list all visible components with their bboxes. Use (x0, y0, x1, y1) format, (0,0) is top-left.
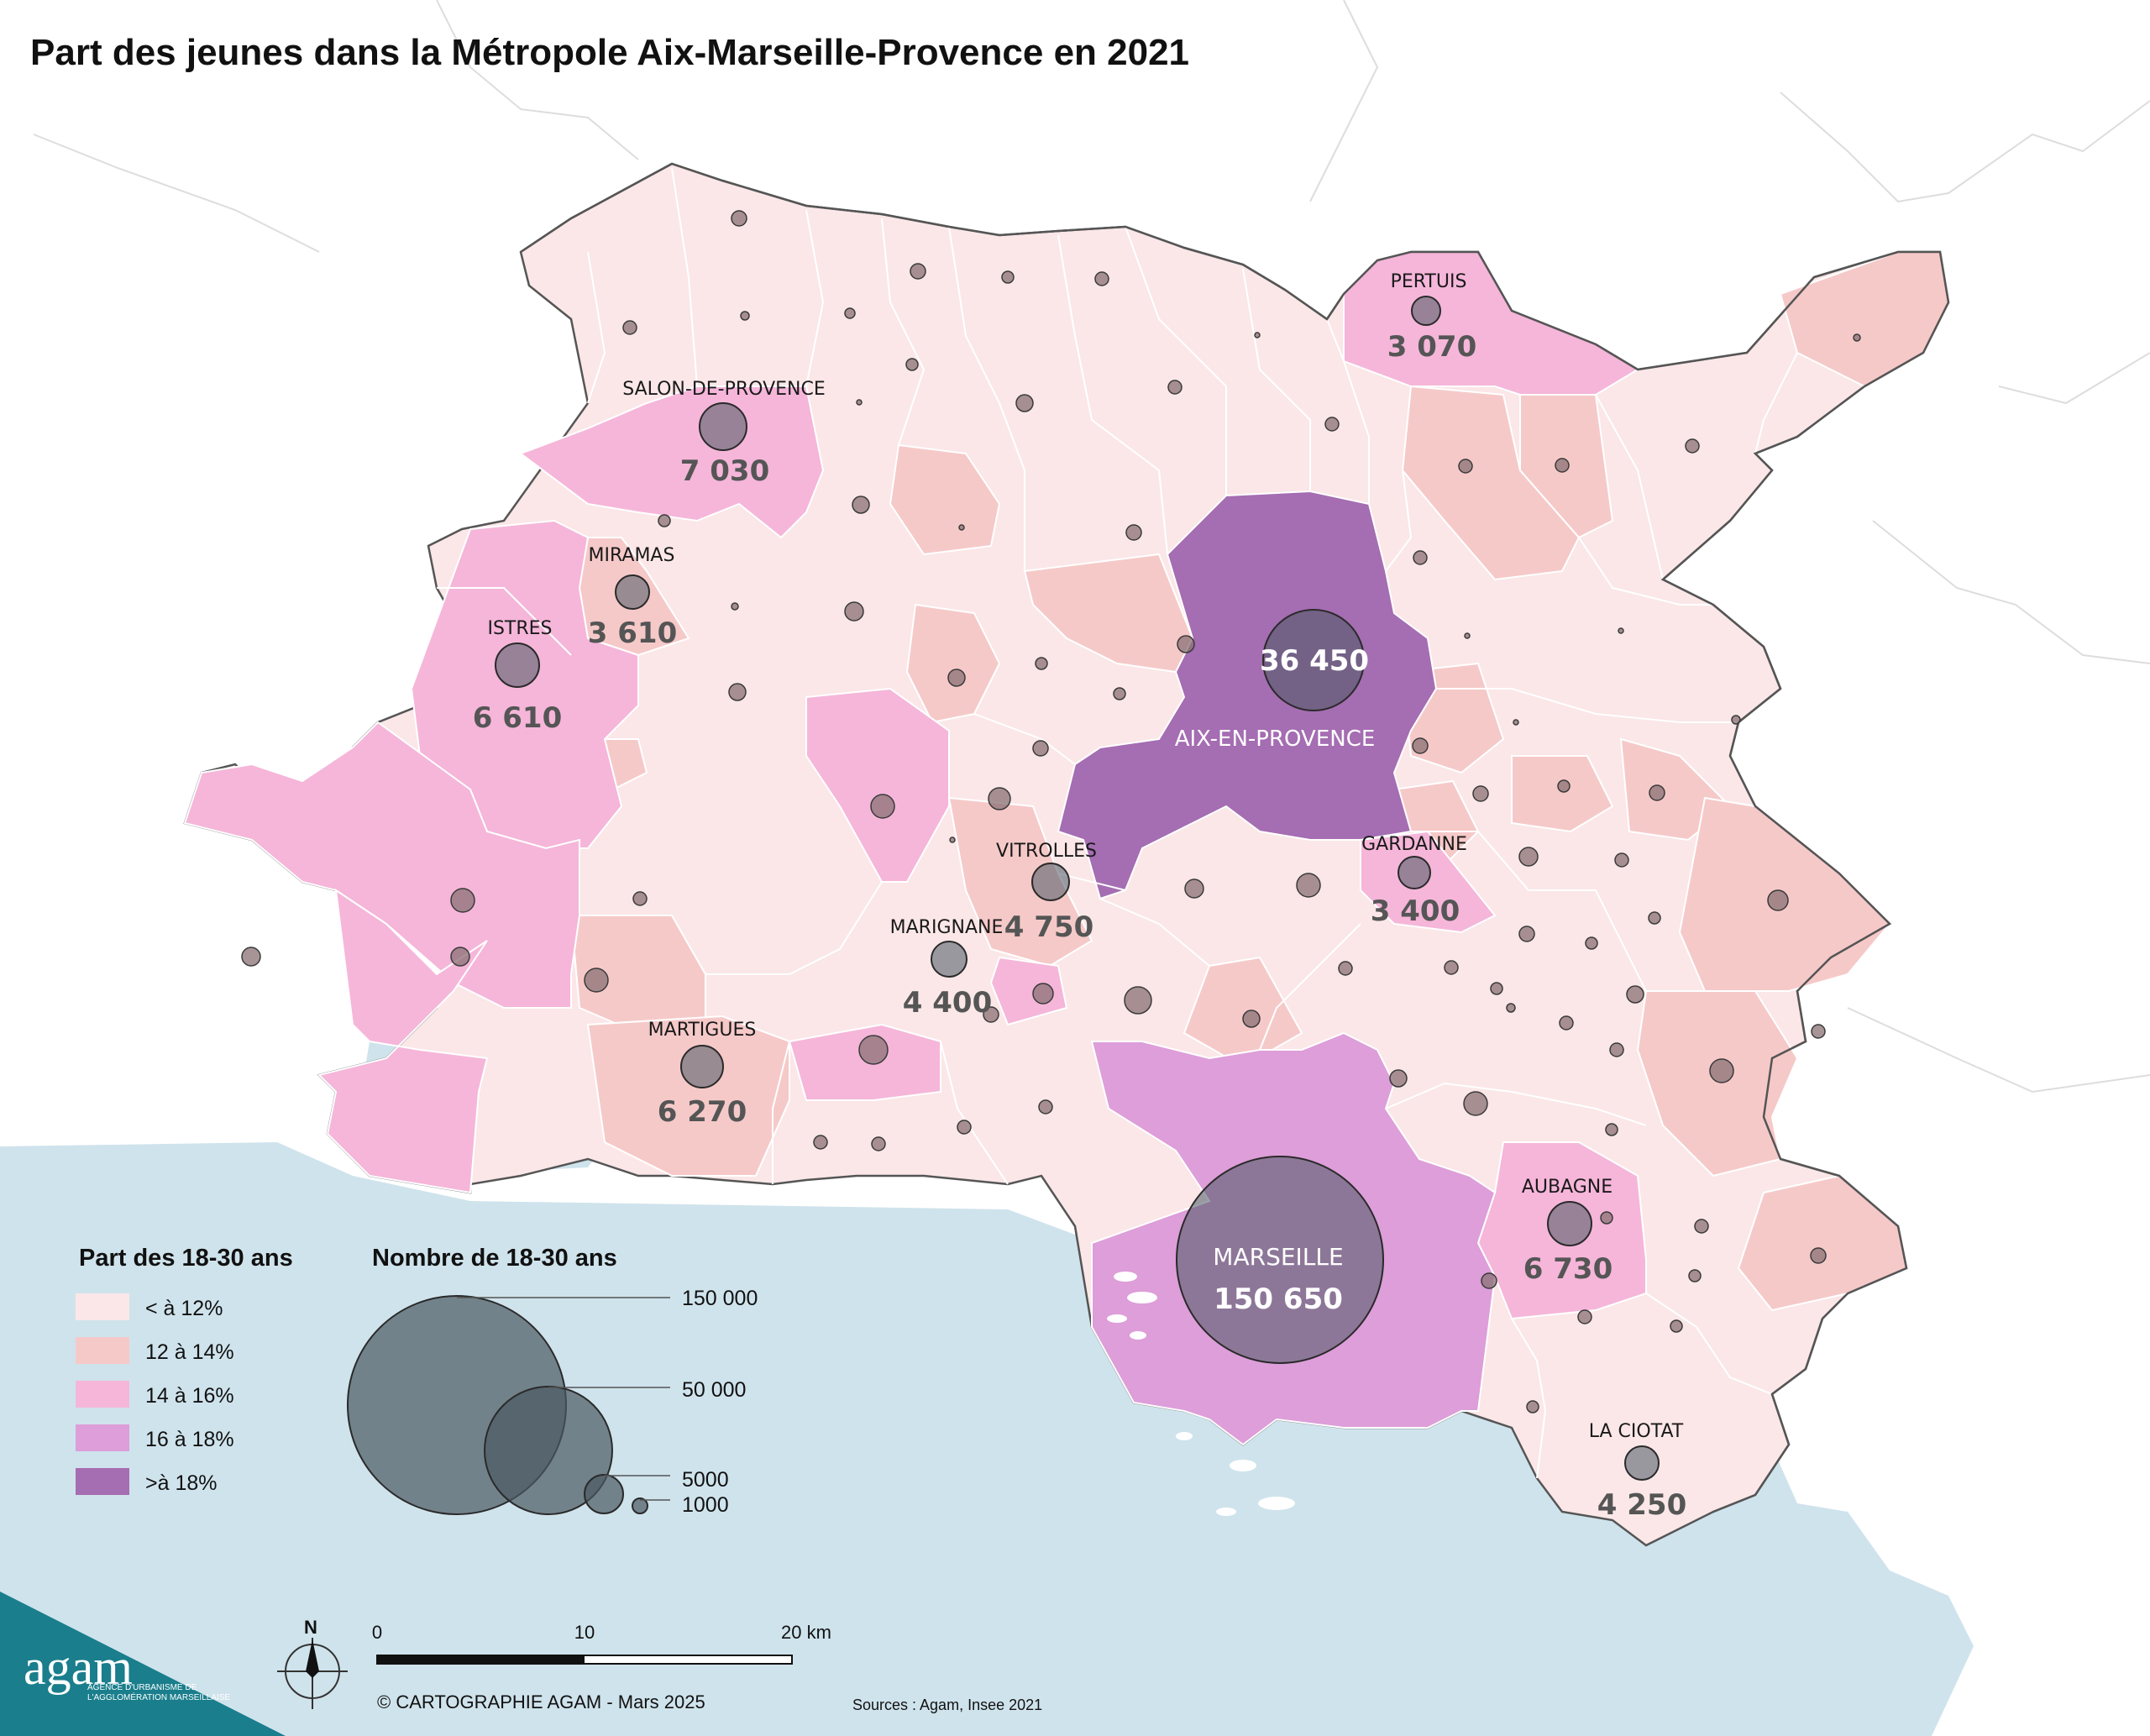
legend-label: < à 12% (145, 1297, 223, 1320)
city-labels: PERTUIS 3 070 SALON-DE-PROVENCE 7 030 MI… (473, 271, 1686, 1522)
city-name: VITROLLES (996, 841, 1097, 862)
commune-bubbles (241, 210, 1861, 1413)
legend-count-label: 50 000 (682, 1378, 746, 1402)
scale-bar: 0 10 20 km (372, 1622, 831, 1665)
city-name: AUBAGNE (1522, 1177, 1612, 1198)
legend-count-label: 150 000 (682, 1287, 758, 1310)
legend-bubble-5000 (584, 1474, 624, 1514)
logo-name: agam (24, 1639, 133, 1695)
north-arrow: N (277, 1617, 348, 1709)
city-value: 4 250 (1597, 1488, 1686, 1522)
city-name: LA CIOTAT (1589, 1421, 1684, 1442)
city-value: 150 650 (1214, 1282, 1343, 1316)
city-value: 6 730 (1523, 1252, 1612, 1286)
city-name: GARDANNE (1361, 834, 1467, 855)
scale-tick: 0 (372, 1622, 382, 1643)
city-value: 7 030 (680, 454, 769, 488)
north-label: N (304, 1617, 317, 1638)
legend-count: Nombre de 18-30 ans 150 000 50 000 5000 … (347, 1245, 758, 1517)
city-value: 3 070 (1387, 330, 1476, 364)
city-value: 4 750 (1004, 910, 1093, 944)
legend-count-label: 1000 (682, 1493, 729, 1517)
legend-share: Part des 18-30 ans < à 12% 12 à 14% 14 à… (76, 1245, 293, 1495)
commune-boundaries (437, 167, 1798, 1479)
legend-label: 16 à 18% (145, 1428, 234, 1451)
city-value: 6 610 (473, 701, 562, 735)
city-name: MARSEILLE (1213, 1243, 1343, 1271)
legend-swatch-16-18 (76, 1424, 129, 1451)
legend-bubble-1000 (632, 1497, 648, 1514)
city-value: 3 610 (588, 616, 677, 650)
metropole-outline (520, 162, 1950, 1513)
logo-line1: AGENCE D'URBANISME DE (87, 1683, 197, 1692)
class-gt18 (1057, 490, 1438, 900)
agam-logo: agam AGENCE D'URBANISME DE L'AGGLOMÉRATI… (0, 1592, 286, 1736)
sources: Sources : Agam, Insee 2021 (852, 1697, 1042, 1713)
legend-label: 12 à 14% (145, 1340, 234, 1364)
city-name: ISTRES (487, 618, 552, 639)
page-title: Part des jeunes dans la Métropole Aix-Ma… (30, 32, 1190, 73)
city-name: MIRAMAS (589, 545, 675, 566)
scale-tick: 20 km (781, 1622, 831, 1643)
city-name: MARTIGUES (648, 1020, 757, 1041)
city-value: 36 450 (1260, 644, 1369, 678)
city-bubbles (495, 296, 1660, 1481)
legend-share-title: Part des 18-30 ans (79, 1245, 293, 1272)
city-name: MARIGNANE (890, 917, 1004, 938)
logo-line2: L'AGGLOMÉRATION MARSEILLAISE (87, 1691, 230, 1702)
credit: © CARTOGRAPHIE AGAM - Mars 2025 (377, 1691, 705, 1712)
scale-tick: 10 (574, 1622, 595, 1643)
city-value: 4 400 (903, 986, 992, 1020)
legend-count-label: 5000 (682, 1468, 729, 1492)
city-name: PERTUIS (1391, 271, 1467, 292)
islands (1107, 1272, 1295, 1516)
legend-label: 14 à 16% (145, 1384, 234, 1408)
city-value: 3 400 (1371, 894, 1460, 928)
city-name: AIX-EN-PROVENCE (1175, 726, 1376, 752)
legend-label: >à 18% (145, 1471, 218, 1495)
legend-swatch-12-14 (76, 1337, 129, 1364)
city-name: SALON-DE-PROVENCE (622, 379, 826, 400)
legend-swatch-lt12 (76, 1293, 129, 1320)
outer-boundaries (33, 0, 2150, 1094)
legend-swatch-14-16 (76, 1381, 129, 1408)
city-value: 6 270 (658, 1095, 747, 1129)
legend-count-title: Nombre de 18-30 ans (372, 1245, 617, 1272)
legend-swatch-gt18 (76, 1468, 129, 1495)
class-14-16 (183, 251, 1647, 1320)
legend-bubble-50000 (484, 1386, 613, 1515)
